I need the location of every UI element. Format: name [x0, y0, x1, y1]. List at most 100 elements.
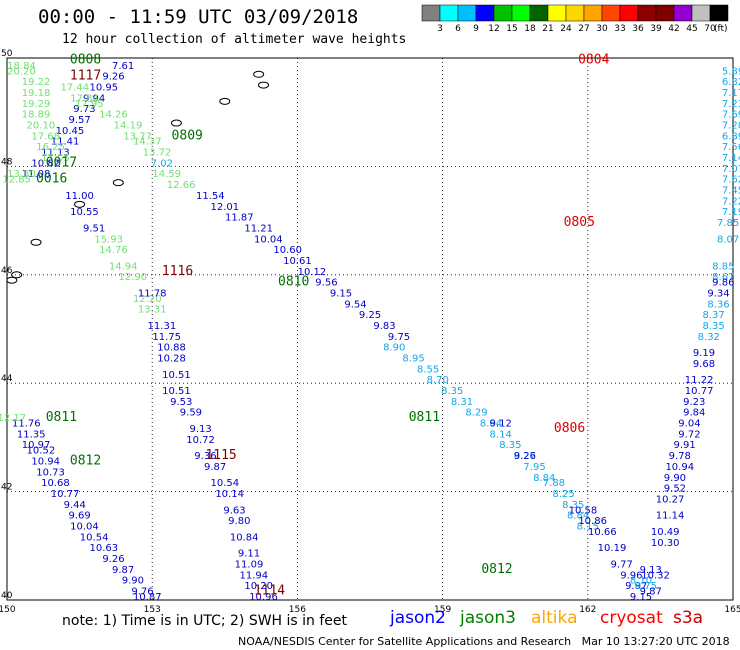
wave-height-value: 10.51 — [162, 370, 191, 381]
wave-height-value: 9.19 — [693, 348, 715, 359]
island-outline — [219, 97, 231, 105]
wave-height-value: 9.86 — [712, 278, 734, 289]
wave-height-value: 11.78 — [138, 288, 167, 299]
wave-height-value: 11.00 — [65, 191, 94, 202]
wave-height-value: 8.85 — [712, 261, 734, 272]
wave-height-value: 9.54 — [344, 299, 366, 310]
wave-height-value: 8.95 — [402, 354, 424, 365]
wave-height-value: 10.82 — [31, 158, 60, 169]
x-tick-label: 162 — [579, 605, 596, 615]
wave-height-value: 9.83 — [373, 321, 395, 332]
pass-time-label: 0805 — [564, 215, 595, 230]
wave-height-value: 7.56 — [722, 142, 740, 153]
colorbar-tick: 3 — [437, 24, 443, 34]
colorbar-tick: 70 — [704, 24, 716, 34]
wave-height-value: 8.36 — [707, 299, 729, 310]
wave-height-value: 10.97 — [22, 440, 51, 451]
wave-height-value: 9.72 — [678, 429, 700, 440]
wave-height-value: 11.09 — [235, 559, 264, 570]
wave-height-value: 9.84 — [683, 408, 705, 419]
wave-height-value: 9.76 — [131, 587, 153, 598]
wave-height-value: 6.89 — [722, 131, 740, 142]
wave-height-value: 9.75 — [388, 332, 410, 343]
wave-height-value: 7.61 — [112, 61, 134, 72]
wave-height-value: 19.29 — [22, 99, 51, 110]
wave-height-value: 9.53 — [170, 397, 192, 408]
wave-height-value: 11.75 — [152, 332, 181, 343]
island-outline — [170, 119, 182, 127]
wave-height-value: 7.95 — [523, 462, 545, 473]
wave-height-value: 7.02 — [151, 158, 173, 169]
wave-height-value: 9.77 — [611, 559, 633, 570]
wave-height-value: 9.57 — [68, 115, 90, 126]
legend-jason2: jason2 — [390, 608, 446, 628]
wave-height-value: 17.05 — [41, 153, 70, 164]
wave-height-value: 9.26 — [102, 72, 124, 83]
island-outline — [30, 238, 42, 246]
wave-height-value: 10.54 — [80, 532, 109, 543]
y-tick-label: 46 — [1, 266, 13, 276]
wave-height-value: 11.08 — [22, 169, 51, 180]
wave-height-value: 8.10 — [630, 576, 652, 587]
wave-height-value: 9.87 — [204, 462, 226, 473]
wave-height-value: 10.27 — [656, 494, 685, 505]
wave-height-value: 12.90 — [119, 272, 148, 283]
pass-time-label: 0812 — [70, 454, 101, 469]
wave-height-value: 9.15 — [330, 288, 352, 299]
wave-height-value: 6.82 — [722, 77, 740, 88]
wave-height-value: 8.84 — [567, 511, 589, 522]
wave-height-value: 8.84 — [533, 473, 555, 484]
colorbar-tick: 45 — [686, 24, 697, 34]
wave-height-value: 7.88 — [543, 478, 565, 489]
wave-height-value: 19.18 — [22, 88, 51, 99]
wave-height-value: 7.28 — [722, 120, 740, 131]
wave-height-value: 9.52 — [664, 484, 686, 495]
wave-height-value: 8.35 — [441, 386, 463, 397]
legend-jason3: jason3 — [460, 608, 516, 628]
pass-time-label: 0810 — [278, 275, 309, 290]
wave-height-value: 10.87 — [133, 592, 162, 603]
y-tick-label: 50 — [1, 49, 13, 59]
wave-height-value: 10.04 — [70, 522, 99, 533]
wave-height-value: 8.35 — [499, 440, 521, 451]
wave-height-value: 8.75 — [635, 581, 657, 592]
wave-height-value: 14.76 — [99, 245, 128, 256]
wave-height-value: 14.26 — [99, 110, 128, 121]
wave-height-value: 10.63 — [89, 543, 118, 554]
colorbar-tick: 33 — [614, 24, 625, 34]
wave-height-value: 10.45 — [56, 126, 85, 137]
wave-height-value: 10.04 — [254, 234, 283, 245]
wave-height-value: 9.94 — [83, 93, 105, 104]
wave-height-value: 18.89 — [22, 110, 51, 121]
wave-height-value: 17.68 — [31, 131, 60, 142]
wave-height-value: 8.70 — [427, 375, 449, 386]
wave-height-value: 10.86 — [578, 516, 607, 527]
wave-height-value: 11.94 — [240, 570, 269, 581]
wave-height-value: 9.26 — [102, 554, 124, 565]
wave-height-value: 10.51 — [162, 386, 191, 397]
wave-height-value: 8.32 — [698, 332, 720, 343]
wave-height-value: 11.35 — [17, 429, 46, 440]
island-outline — [112, 179, 124, 187]
footer-note: note: 1) Time is in UTC; 2) SWH is in fe… — [62, 613, 348, 629]
pass-time-label: 0812 — [481, 562, 512, 577]
wave-height-value: 9.73 — [73, 104, 95, 115]
pass-time-label: 0017 — [46, 155, 77, 170]
wave-height-value: 14.37 — [133, 137, 162, 148]
wave-height-value: 7.23 — [722, 99, 740, 110]
wave-height-value: 9.23 — [683, 397, 705, 408]
wave-height-value: 8.67 — [712, 272, 734, 283]
wave-height-value: 8.64 — [480, 419, 502, 430]
wave-height-value: 13.30 — [7, 169, 36, 180]
wave-height-value: 9.97 — [625, 581, 647, 592]
x-tick-label: 153 — [144, 605, 161, 615]
colorbar-tick: 27 — [578, 24, 589, 34]
pass-time-label: 1117 — [70, 69, 101, 84]
wave-height-value: 12.17 — [0, 413, 26, 424]
wave-height-value: 8.35 — [703, 321, 725, 332]
wave-height-value: 9.34 — [707, 288, 729, 299]
wave-height-value: 8.55 — [417, 364, 439, 375]
wave-height-value: 20.20 — [7, 66, 36, 77]
wave-height-value: 10.95 — [89, 83, 118, 94]
